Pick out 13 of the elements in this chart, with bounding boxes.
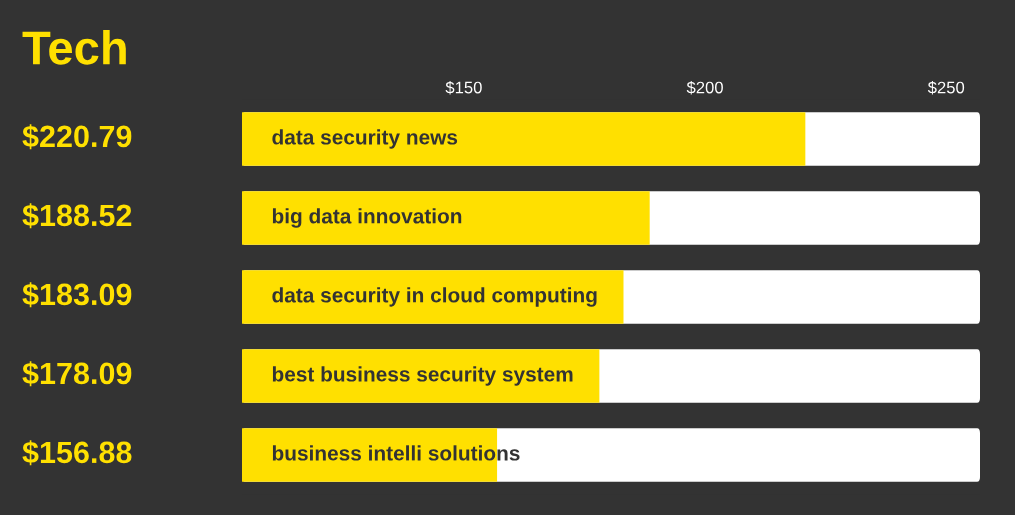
y-tick-label: data security in cloud computing bbox=[272, 287, 597, 307]
data-label: $156.88 bbox=[22, 440, 132, 466]
x-tick-label: $150 bbox=[445, 80, 482, 95]
y-tick-label: big data innovation bbox=[272, 208, 462, 228]
data-label: $220.79 bbox=[22, 124, 132, 150]
x-tick-label: $250 bbox=[927, 80, 965, 95]
x-tick-label: $200 bbox=[686, 80, 723, 95]
y-tick-label: data security news bbox=[272, 129, 458, 149]
data-label: $178.09 bbox=[22, 361, 132, 387]
data-label: $188.52 bbox=[22, 203, 132, 229]
data-label: $183.09 bbox=[22, 282, 132, 308]
chart-title: Tech bbox=[22, 29, 126, 65]
y-tick-label: best business security system bbox=[272, 366, 573, 386]
